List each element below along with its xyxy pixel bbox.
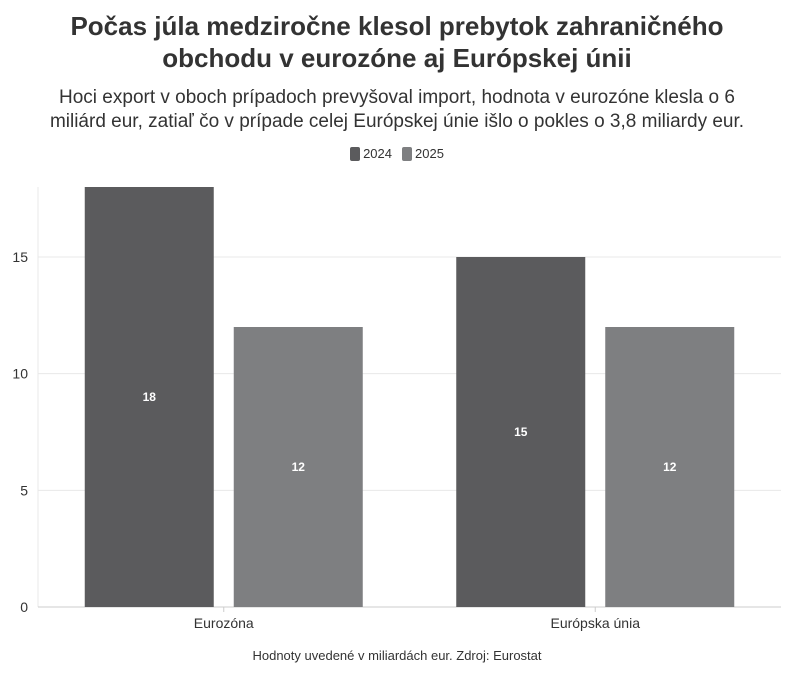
legend: 2024 2025 — [0, 146, 794, 161]
legend-label-2024: 2024 — [363, 146, 392, 161]
bar-2025-1 — [233, 327, 363, 607]
chart-subtitle: Hoci export v oboch prípadoch prevyšoval… — [0, 86, 794, 134]
y-tick-label-0: 0 — [20, 599, 28, 615]
y-tick-label-15: 15 — [12, 249, 28, 265]
legend-label-2025: 2025 — [415, 146, 444, 161]
legend-item-2024[interactable]: 2024 — [350, 146, 392, 161]
y-tick-label-10: 10 — [12, 366, 28, 382]
data-label-2024-2: 15 — [514, 425, 528, 439]
legend-item-2025[interactable]: 2025 — [402, 146, 444, 161]
chart-subtitle-line2: miliárd eur, zatiaľ čo v prípade celej E… — [49, 111, 745, 132]
chart-subtitle-line1: Hoci export v oboch prípadoch prevyšoval… — [59, 87, 735, 108]
bar-2024-2 — [456, 257, 586, 607]
chart-title-line1: Počas júla medziročne klesol prebytok za… — [70, 11, 724, 41]
data-label-2025-2: 12 — [663, 460, 677, 474]
bar-2025-2 — [605, 327, 735, 607]
legend-swatch-2025 — [402, 146, 412, 161]
legend-swatch-2024 — [350, 146, 361, 161]
x-tick-label-2: Európska únia — [550, 615, 640, 631]
chart-title: Počas júla medziročne klesol prebytok za… — [0, 10, 794, 74]
bar-2024-1 — [84, 187, 214, 607]
y-tick-label-5: 5 — [20, 482, 28, 498]
data-label-2025-1: 12 — [292, 460, 306, 474]
chart-title-line2: obchodu v eurozóne aj Európskej únii — [162, 43, 632, 73]
data-label-2024-1: 18 — [143, 390, 157, 404]
x-tick-label-1: Eurozóna — [194, 615, 254, 631]
chart-footer-note: Hodnoty uvedené v miliardách eur. Zdroj:… — [252, 648, 542, 663]
